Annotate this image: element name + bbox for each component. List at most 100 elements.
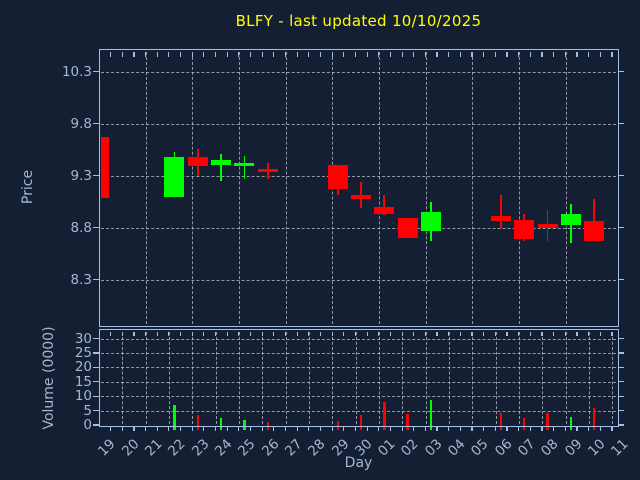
axis-tick bbox=[366, 51, 368, 57]
axis-tick bbox=[553, 51, 555, 57]
axis-tick bbox=[238, 331, 240, 336]
candle-body bbox=[420, 212, 441, 231]
gridline-v bbox=[122, 331, 124, 424]
axis-tick bbox=[389, 51, 392, 57]
gridline-v bbox=[239, 51, 241, 324]
axis-tick bbox=[296, 51, 298, 57]
axis-tick bbox=[191, 331, 193, 336]
axis-tick bbox=[226, 51, 228, 57]
axis-tick bbox=[238, 51, 240, 57]
axis-tick bbox=[366, 331, 368, 336]
axis-tick bbox=[308, 426, 310, 431]
gridline-v bbox=[448, 331, 450, 424]
gridline-v bbox=[612, 331, 614, 424]
price-tick-label: 8.3 bbox=[70, 271, 92, 288]
axis-tick bbox=[261, 426, 263, 431]
candle-body bbox=[490, 216, 511, 221]
axis-tick bbox=[214, 51, 217, 57]
volume-tick-label: 10 bbox=[74, 388, 92, 405]
price-tick-label: 10.3 bbox=[61, 63, 92, 80]
axis-tick bbox=[273, 51, 275, 57]
axis-tick bbox=[133, 331, 135, 336]
candle-body bbox=[397, 218, 418, 239]
axis-tick bbox=[156, 426, 158, 431]
axis-tick bbox=[617, 175, 625, 177]
axis-tick bbox=[436, 426, 438, 431]
gridline-h bbox=[101, 381, 616, 383]
axis-tick bbox=[249, 331, 252, 336]
axis-tick bbox=[144, 426, 147, 431]
gridline-v bbox=[472, 331, 474, 424]
axis-tick bbox=[471, 426, 473, 431]
axis-tick bbox=[617, 424, 625, 426]
axis-tick bbox=[179, 51, 182, 57]
axis-tick bbox=[617, 123, 625, 125]
axis-tick bbox=[331, 51, 333, 57]
volume-bar bbox=[569, 416, 573, 431]
axis-tick bbox=[617, 381, 625, 383]
axis-tick bbox=[378, 426, 380, 431]
axis-tick bbox=[617, 279, 625, 281]
volume-tick-label: 25 bbox=[74, 345, 92, 361]
axis-tick bbox=[553, 331, 555, 336]
gridline-v bbox=[169, 331, 171, 424]
volume-tick-label: 20 bbox=[74, 359, 92, 376]
gridline-v bbox=[425, 331, 427, 424]
gridline-h bbox=[101, 367, 616, 369]
gridline-h bbox=[101, 396, 616, 398]
axis-tick bbox=[518, 51, 520, 57]
axis-tick bbox=[93, 123, 100, 125]
axis-tick bbox=[296, 426, 298, 431]
axis-tick bbox=[354, 51, 357, 57]
gridline-v bbox=[355, 331, 357, 424]
gridline-v bbox=[518, 331, 520, 424]
axis-tick bbox=[459, 426, 461, 431]
axis-tick bbox=[378, 331, 380, 336]
axis-tick bbox=[203, 51, 205, 57]
axis-tick bbox=[121, 331, 123, 336]
axis-tick bbox=[401, 331, 403, 336]
gridline-h bbox=[101, 71, 616, 73]
gridline-v bbox=[192, 331, 194, 424]
price-panel bbox=[98, 48, 620, 327]
axis-tick bbox=[214, 426, 217, 431]
gridline-v bbox=[332, 331, 334, 424]
axis-tick bbox=[308, 331, 310, 336]
gridline-v bbox=[378, 51, 380, 324]
axis-tick bbox=[156, 51, 158, 57]
axis-tick bbox=[564, 331, 566, 336]
price-tick-label: 9.8 bbox=[70, 115, 92, 132]
candle-body bbox=[351, 194, 372, 199]
price-tick-label: 8.8 bbox=[70, 219, 92, 236]
gridline-v bbox=[192, 51, 194, 324]
axis-tick bbox=[389, 426, 392, 431]
gridline-v bbox=[402, 331, 404, 424]
axis-tick bbox=[354, 331, 357, 336]
volume-bar bbox=[196, 414, 199, 431]
axis-tick bbox=[401, 51, 403, 57]
axis-tick bbox=[448, 426, 450, 431]
axis-tick bbox=[203, 426, 205, 431]
axis-tick bbox=[564, 51, 566, 57]
gridline-h bbox=[101, 175, 616, 177]
candle-wick bbox=[220, 154, 222, 182]
axis-tick bbox=[576, 426, 578, 431]
axis-tick bbox=[471, 51, 473, 57]
gridline-h bbox=[101, 279, 616, 281]
axis-tick bbox=[599, 426, 601, 431]
gridline-v bbox=[145, 51, 147, 324]
axis-tick bbox=[284, 51, 287, 57]
axis-tick bbox=[506, 426, 508, 431]
axis-tick bbox=[494, 331, 496, 336]
chart-title: BLFY - last updated 10/10/2025 bbox=[235, 12, 482, 30]
candle-body bbox=[560, 214, 581, 225]
axis-tick bbox=[284, 331, 287, 336]
axis-tick bbox=[617, 366, 625, 368]
axis-tick bbox=[424, 331, 426, 336]
axis-tick bbox=[273, 426, 275, 431]
candle-body bbox=[584, 220, 605, 242]
volume-bar bbox=[383, 401, 386, 431]
axis-tick bbox=[93, 175, 100, 177]
candle-body bbox=[100, 137, 109, 198]
